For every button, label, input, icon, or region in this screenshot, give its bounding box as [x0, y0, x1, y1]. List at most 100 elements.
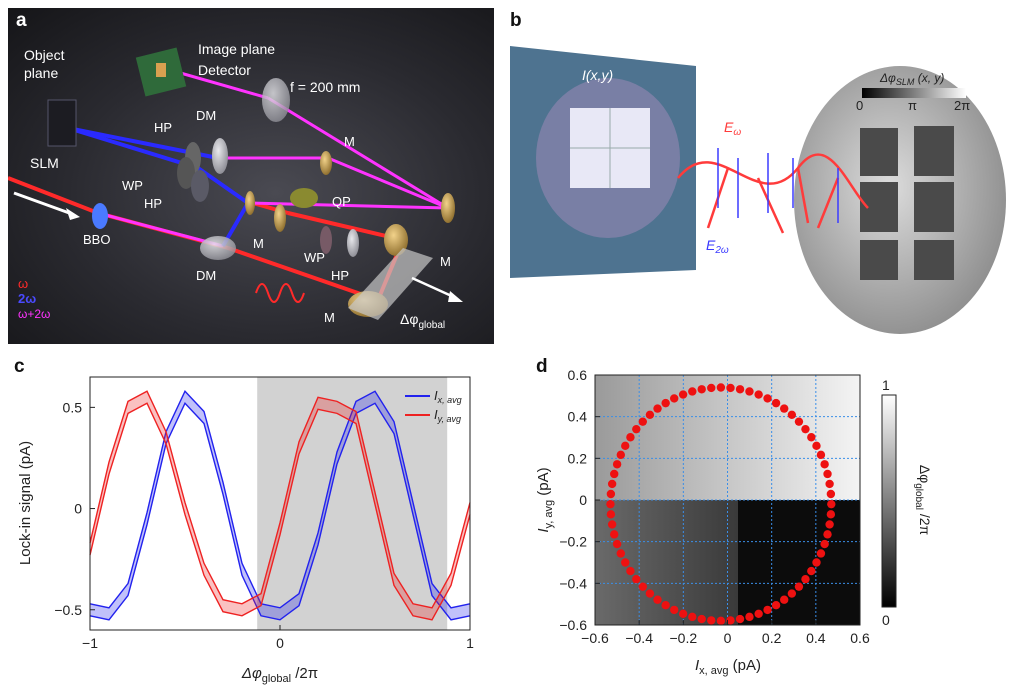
y-tick-label: −0.2: [559, 534, 587, 550]
y-tick-label: 0.5: [63, 399, 83, 415]
x-tick-label: 0: [276, 635, 284, 651]
legend-omega: ω: [18, 276, 28, 291]
data-point: [612, 539, 622, 549]
mirror-icon-5: [384, 224, 408, 256]
label-qp: QP: [332, 194, 351, 209]
colorbar-d-tick-0: 0: [882, 612, 890, 628]
data-point: [632, 574, 641, 584]
data-point: [825, 520, 834, 529]
y-tick-label: 0.6: [568, 367, 588, 383]
panel-b-letter: b: [510, 10, 522, 31]
data-point: [626, 433, 635, 442]
chart-d-xlabel: Ix, avg (pA): [695, 657, 761, 677]
data-point: [626, 566, 635, 576]
label-dm-1: DM: [196, 108, 216, 123]
data-point: [763, 394, 772, 403]
colorbar-b-tick-0: 0: [856, 98, 863, 113]
data-point: [697, 385, 706, 394]
data-point: [670, 394, 679, 403]
colorbar-d-tick-1: 1: [882, 377, 890, 393]
label-image-plane: Image plane: [198, 41, 275, 57]
half-plate-3: [347, 229, 359, 257]
data-point: [716, 616, 726, 626]
data-point: [754, 609, 763, 618]
chart-c: −1 0 1 0.5 0 −0.5 Lock-in signal (pA) Δφgloba…: [17, 376, 474, 685]
data-point: [816, 549, 826, 558]
colorbar-d-label: Δφglobal /2π: [913, 465, 933, 536]
panel-a-letter: a: [16, 10, 27, 31]
stage-arrow-head: [448, 291, 463, 302]
label-e-two-omega: E2ω: [706, 237, 729, 256]
data-point: [616, 450, 626, 460]
data-point: [801, 574, 810, 584]
data-point: [820, 460, 829, 469]
optical-setup-diagram: Object plane Image plane Detector f = 20…: [7, 41, 463, 331]
field-illustration: I(x,y) Eω E2ω ΔφSLM (x, y) 0 π 2π: [510, 46, 1006, 334]
colorbar-d: [881, 394, 897, 608]
field-arrows-two-omega: [717, 148, 839, 223]
x-tick-label: −0.4: [625, 630, 653, 646]
chart-c-ticks: −1 0 1 0.5 0 −0.5: [54, 399, 474, 651]
label-object-plane-1: Object: [24, 47, 65, 63]
y-tick-label: 0: [74, 501, 82, 517]
lens-icon: [262, 78, 290, 122]
data-point: [794, 582, 804, 591]
x-tick-label: 0.4: [806, 630, 826, 646]
data-point: [678, 609, 688, 618]
data-point: [678, 390, 688, 399]
wave-plate-1: [177, 157, 195, 189]
colorbar-b-tick-2pi: 2π: [954, 98, 970, 113]
data-point: [607, 479, 617, 489]
x-tick-label: 0: [724, 630, 732, 646]
chart-c-series-group: [89, 390, 471, 621]
bbo-crystal: [92, 203, 108, 229]
data-point: [621, 441, 630, 451]
data-point: [763, 605, 772, 615]
y-tick-label: 0.4: [568, 409, 588, 425]
series-line-upper-1: [89, 390, 471, 609]
series-line-lower-0: [89, 402, 471, 621]
label-slm: SLM: [30, 155, 59, 171]
data-point: [606, 499, 615, 509]
label-e-omega: Eω: [724, 119, 741, 138]
data-point: [801, 424, 810, 434]
image-plane-sample: [156, 63, 166, 77]
chart-d-points: [606, 383, 836, 626]
label-hp-1: HP: [154, 120, 172, 135]
x-tick-label: −0.6: [581, 630, 609, 646]
data-point: [826, 510, 836, 519]
label-wp-1: WP: [122, 178, 143, 193]
wave-plate-2: [320, 226, 332, 254]
data-point: [621, 558, 630, 567]
y-tick-label: −0.4: [559, 575, 587, 591]
x-tick-label: 0.6: [850, 630, 870, 646]
phase-map-top: [595, 375, 860, 500]
data-point: [735, 385, 745, 394]
data-point: [807, 566, 816, 576]
data-point: [771, 601, 781, 610]
label-hp-2: HP: [144, 196, 162, 211]
x-tick-label: 0.2: [762, 630, 782, 646]
data-point: [807, 433, 816, 442]
data-point: [735, 614, 745, 624]
data-point: [825, 479, 834, 489]
current-map-grid: [570, 108, 650, 188]
dichroic-mirror-1: [212, 138, 228, 174]
label-delta-phi: Δφglobal: [400, 311, 445, 331]
input-arrow: [13, 191, 73, 216]
data-point: [632, 424, 641, 434]
panel-a-setup: a: [7, 8, 494, 344]
data-point: [707, 383, 716, 393]
chart-c-ylabel: Lock-in signal (pA): [17, 441, 34, 565]
panel-b-illustration: b I(x,y: [508, 8, 1013, 344]
label-focal-length: f = 200 mm: [290, 79, 360, 95]
data-point: [616, 549, 626, 558]
data-point: [645, 589, 655, 598]
data-point: [726, 383, 735, 393]
data-point: [688, 387, 697, 396]
data-point: [688, 612, 697, 622]
data-point: [820, 539, 829, 549]
data-point: [606, 489, 616, 499]
data-point: [787, 410, 797, 419]
colorbar-b-title: ΔφSLM (x, y): [879, 71, 944, 87]
